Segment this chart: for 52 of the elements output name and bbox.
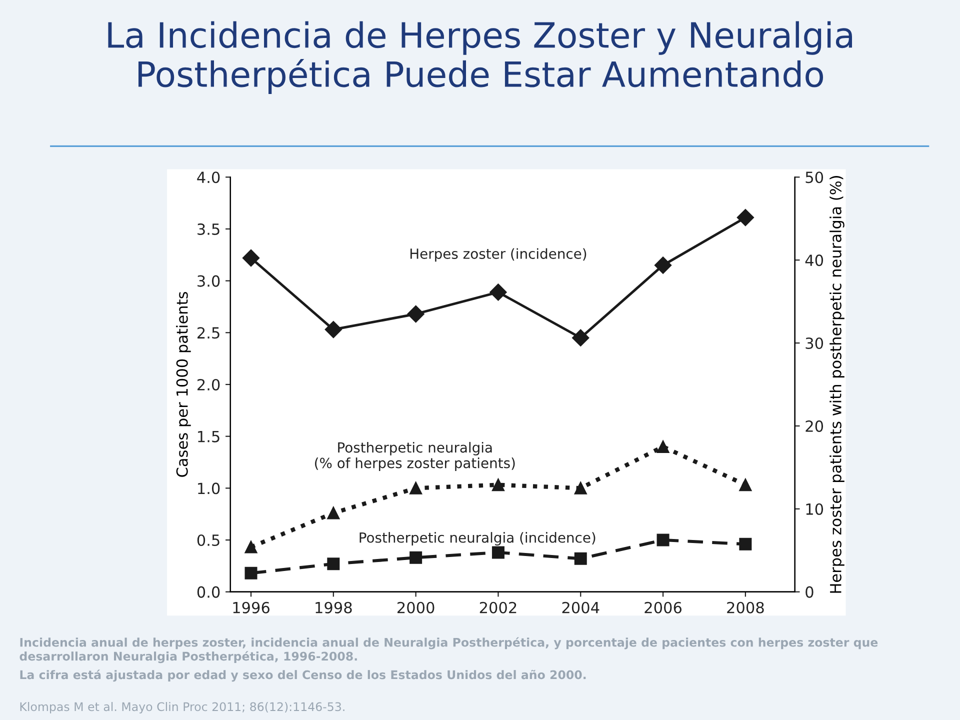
point <box>492 478 504 492</box>
point <box>324 320 342 338</box>
y-tick-label: 0.5 <box>197 534 220 546</box>
y-tick-label: 2.0 <box>198 378 220 390</box>
point <box>736 209 754 226</box>
x-tick-label: 2002 <box>480 602 516 614</box>
point <box>492 546 504 559</box>
y2-tick-label: 50 <box>806 172 824 184</box>
y2-tick-label: 10 <box>806 503 824 515</box>
y2-axis-title: Herpes zoster patients with postherpetic neuralgia (%) <box>830 176 844 593</box>
y-tick-label: 0.0 <box>197 586 220 598</box>
point <box>490 284 507 301</box>
point <box>327 558 340 570</box>
point <box>244 540 258 554</box>
text: Herpes zoster (incidence) <box>410 248 586 262</box>
text: Klompas M et al. Mayo Clin Proc 2011; 86(12):1146-53. <box>20 702 344 714</box>
text: La cifra está ajustada por edad y sexo del Censo de los Estados Unidos del año 2000. <box>20 670 586 682</box>
x-tick-label: 1996 <box>233 602 270 614</box>
chart-title: La Incidencia de Herpes Zoster y Neuralgia Postherpética Puede Estar Aumentando <box>108 21 852 94</box>
point <box>410 482 422 494</box>
point <box>410 551 422 564</box>
y2-tick-label: 40 <box>805 254 824 266</box>
text: Incidencia anual de herpes zoster, incidencia anual de Neuralgia Postherpética, y porcentaje de pacientes con herpes zoster que desarrollaron Neuralgia Postherpética, 1996-2008. <box>20 637 878 664</box>
x-tick-label: 2004 <box>562 602 600 614</box>
point <box>574 552 587 565</box>
point <box>739 538 752 550</box>
point <box>574 482 587 494</box>
y-tick-label: 1.0 <box>198 482 220 494</box>
point <box>656 534 670 546</box>
y-tick-label: 2.5 <box>198 327 220 339</box>
y2-tick-label: 20 <box>806 420 824 432</box>
point <box>654 256 672 274</box>
point <box>407 305 424 323</box>
x-tick-label: 1998 <box>316 602 352 614</box>
point <box>327 506 340 520</box>
y2-tick-label: 0 <box>806 586 814 598</box>
point <box>572 329 590 346</box>
y-tick-label: 4.0 <box>197 172 220 184</box>
y-tick-label: 1.5 <box>198 430 220 442</box>
y-axis-title: Cases per 1000 patients <box>176 292 191 477</box>
series-label: Postherpetic neuralgia (% of herpes zoster patients) <box>315 442 515 471</box>
y2-tick-label: 30 <box>806 337 824 350</box>
point <box>739 478 752 492</box>
point <box>656 440 670 453</box>
point <box>242 249 260 267</box>
x-tick-label: 2008 <box>727 602 764 614</box>
y-tick-label: 3.5 <box>198 223 220 235</box>
x-tick-label: 2006 <box>644 602 682 614</box>
x-tick-label: 2000 <box>397 602 434 614</box>
series-label: Postherpetic neuralgia (incidence) <box>360 532 596 546</box>
y-tick-label: 3.0 <box>198 275 220 287</box>
point <box>244 566 258 580</box>
